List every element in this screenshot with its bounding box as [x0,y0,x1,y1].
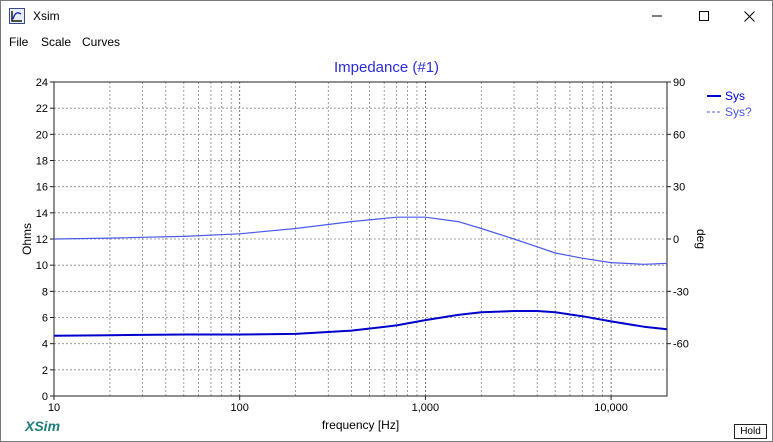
y-tick-label: 24 [36,77,48,89]
close-button[interactable] [726,1,772,31]
series-line-1 [53,310,668,337]
series-line-2 [53,216,668,265]
y2-tick-label: 0 [673,234,679,246]
y-tick-label: 2 [42,365,48,377]
y2-tick-label: -30 [673,286,689,298]
plot-area: Impedance (#1) 0 2 4 6 8 10 12 14 16 18 20 22 24 -60-… [1,53,772,441]
y-tick-label: 10 [36,260,48,272]
y2-tick-label: -60 [673,339,689,351]
x-tick-label: 10 [48,402,60,414]
app-icon [9,8,25,24]
window-title: Xsim [33,9,60,23]
close-icon [743,10,755,22]
x-axis-label: frequency [Hz] [322,418,399,432]
y2-tick-label: 60 [673,129,685,141]
y-tick-label: 0 [42,391,48,403]
y-tick-label: 20 [36,129,48,141]
title-bar[interactable]: Xsim [1,1,772,31]
menu-curves[interactable]: Curves [82,35,121,49]
maximize-icon [699,11,709,21]
y-tick-label: 4 [42,339,48,351]
y-tick-label: 6 [42,313,48,325]
menu-file[interactable]: File [9,35,29,49]
menu-scale[interactable]: Scale [41,35,72,49]
y-tick-label: 22 [36,103,48,115]
x-tick-label: 100 [231,402,249,414]
y-tick-label: 18 [36,156,48,168]
y2-tick-label: 30 [673,182,685,194]
minimize-icon [652,15,662,17]
maximize-button[interactable] [681,1,727,31]
y-tick-label: 14 [36,208,48,220]
y-tick-label: 12 [36,234,48,246]
menu-bar: File Scale Curves [1,32,772,52]
hold-button[interactable]: Hold [734,424,767,439]
brand-logo: XSim [25,418,61,434]
y2-tick-label: 90 [673,77,685,89]
legend-label: Sys? [725,105,752,119]
x-tick-label: 1,000 [412,402,440,414]
chart-title: Impedance (#1) [333,59,440,76]
y2-axis-label: deg [694,229,708,249]
x-tick-label: 10,000 [594,402,628,414]
y-axis-label: Ohms [20,223,34,255]
minimize-button[interactable] [634,1,680,31]
y-tick-label: 16 [36,182,48,194]
legend-label: Sys [725,89,745,103]
y-tick-label: 8 [42,286,48,298]
